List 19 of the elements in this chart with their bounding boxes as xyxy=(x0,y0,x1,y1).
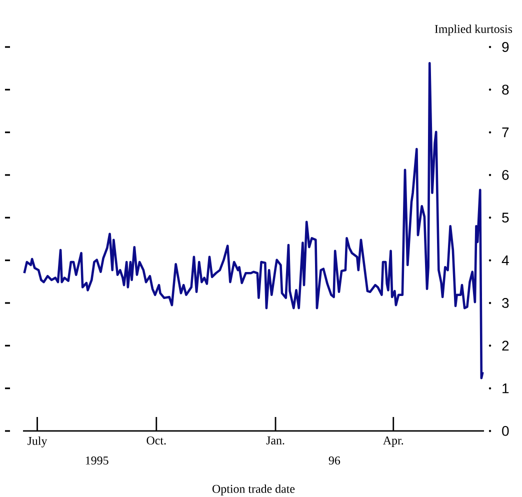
x-tick-label: July xyxy=(28,436,48,448)
y-tick-label: 5 xyxy=(502,212,509,223)
y-axis-title: Implied kurtosis xyxy=(434,24,512,36)
x-axis-title: Option trade date xyxy=(212,484,295,496)
y-tick-label: 4 xyxy=(502,256,509,266)
y-tick-label: 7 xyxy=(502,128,509,138)
y-tick-label: 1 xyxy=(502,384,509,394)
x-tick-label: Oct. xyxy=(146,436,166,445)
y-tick-label: 3 xyxy=(502,298,509,308)
y-tick-label: 2 xyxy=(502,340,509,351)
text: 1995 xyxy=(86,456,108,465)
line-series xyxy=(23,62,484,380)
y-tick-label: 6 xyxy=(502,170,509,180)
y-tick-label: 8 xyxy=(502,84,509,95)
y-tick-label: 9 xyxy=(502,42,509,52)
x-tick-label: Jan. xyxy=(266,436,284,445)
x-tick-label: Apr. xyxy=(383,436,404,447)
y-tick-label: 0 xyxy=(502,426,509,436)
text: 96 xyxy=(328,456,340,465)
